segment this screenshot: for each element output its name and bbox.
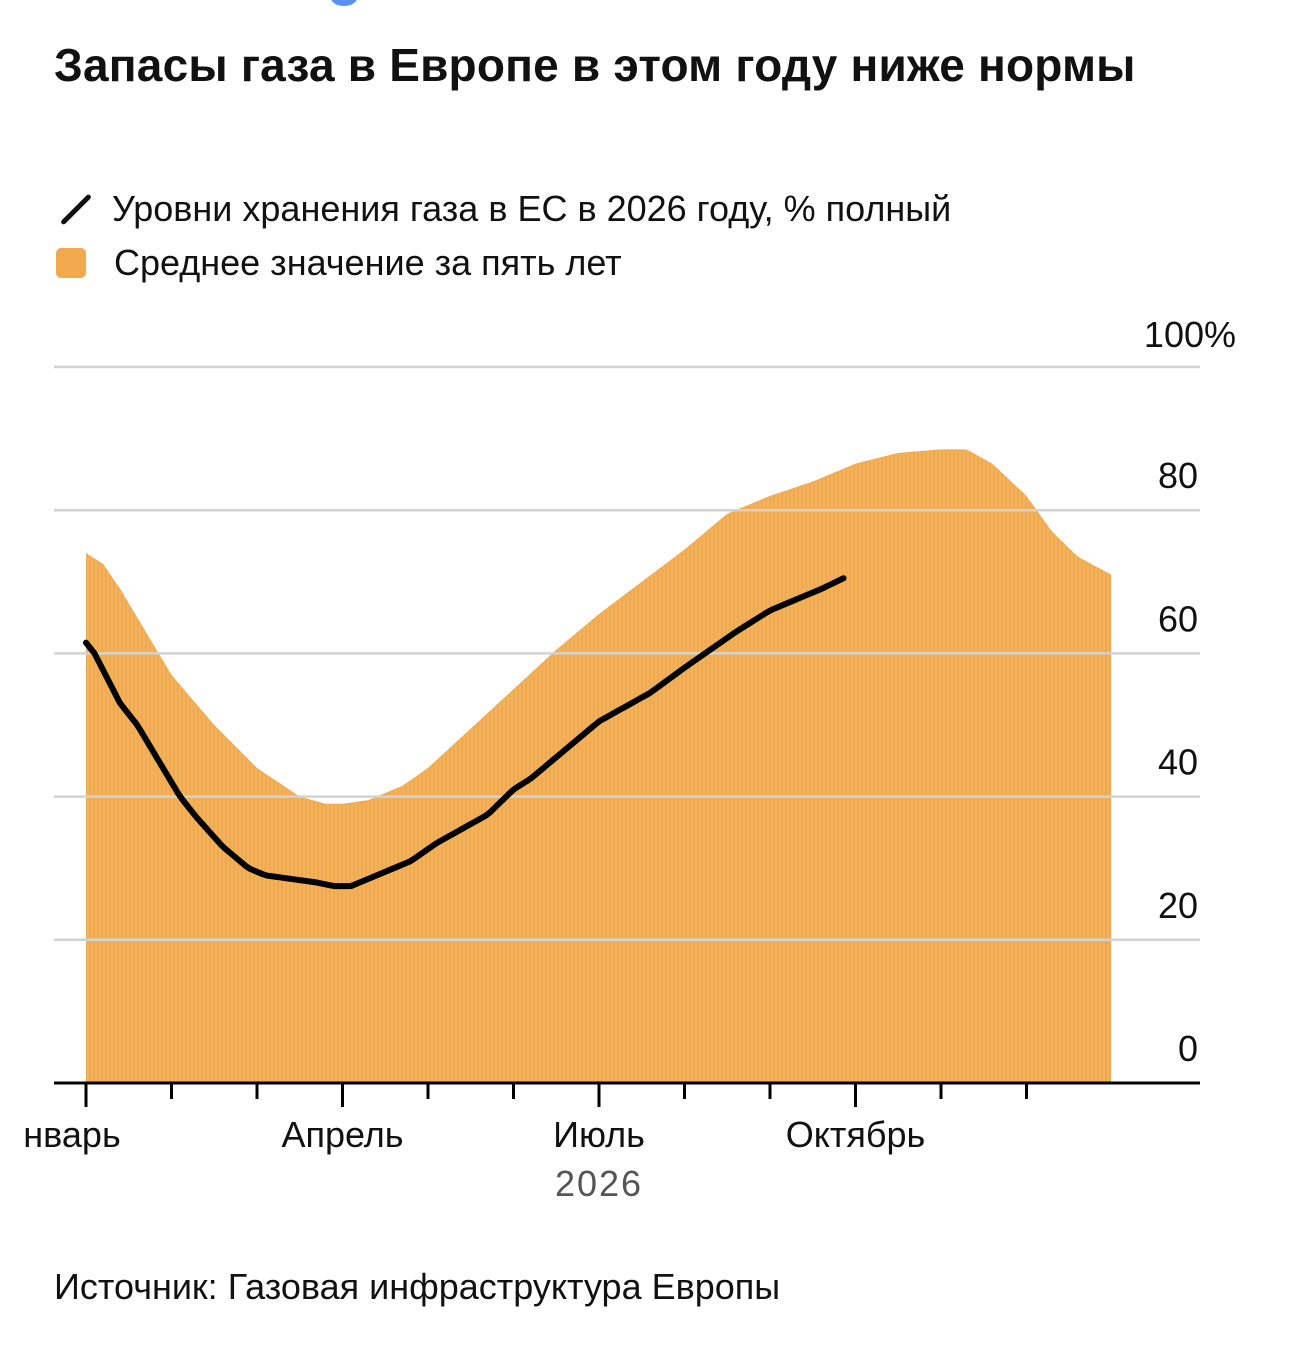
- area-texture: [87, 450, 1109, 1083]
- y-tick-label: 40: [1158, 742, 1198, 783]
- chart-title: Запасы газа в Европе в этом году ниже но…: [54, 39, 1136, 91]
- legend-line-label: Уровни хранения газа в ЕС в 2026 году, %…: [112, 188, 952, 229]
- y-tick-label: 0: [1178, 1028, 1198, 1069]
- area-swatch-icon: [56, 248, 86, 278]
- y-tick-label: 80: [1158, 455, 1198, 496]
- x-tick-label: Октябрь: [786, 1114, 926, 1155]
- x-axis-year-label: 2026: [555, 1163, 643, 1204]
- y-tick-label: 20: [1158, 885, 1198, 926]
- x-tick-label: нварь: [23, 1114, 120, 1155]
- source-note: Источник: Газовая инфраструктура Европы: [54, 1266, 781, 1307]
- chart: 0 20 40 60 80 100% нварь Апрель Июль Октябрь 2026: [23, 314, 1236, 1204]
- y-tick-label: 60: [1158, 598, 1198, 639]
- y-tick-label: 100%: [1144, 314, 1236, 355]
- legend-item-area: Среднее значение за пять лет: [54, 236, 951, 290]
- legend-item-line: Уровни хранения газа в ЕС в 2026 году, %…: [54, 182, 951, 236]
- x-tick-label: Апрель: [281, 1114, 403, 1155]
- status-indicator: [330, 0, 358, 6]
- storage-level-line: [83, 575, 847, 890]
- average-area: [86, 449, 1112, 1084]
- legend: Уровни хранения газа в ЕС в 2026 году, %…: [54, 182, 951, 290]
- legend-area-label: Среднее значение за пять лет: [114, 242, 622, 283]
- x-tick-label: Июль: [553, 1114, 645, 1155]
